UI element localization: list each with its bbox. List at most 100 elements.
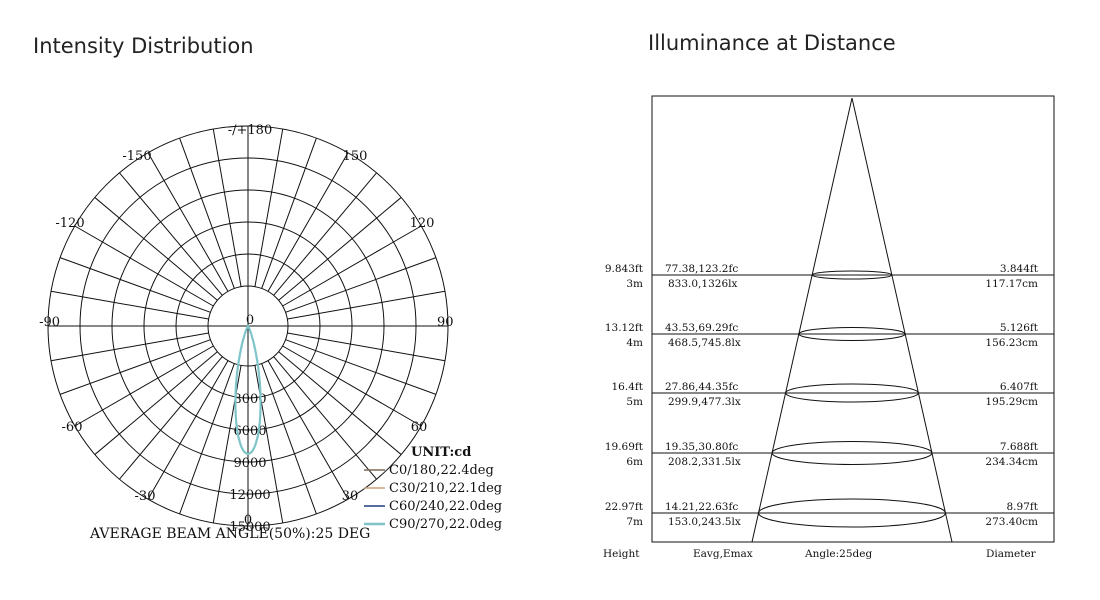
polar-spoke (50, 332, 209, 362)
cone-spot-ellipse (758, 498, 946, 528)
polar-spoke (273, 172, 377, 296)
column-header: Eavg,Emax (693, 548, 753, 560)
row-illuminance-lx: 299.9,477.3lx (668, 396, 741, 408)
row-height-ft: 22.97ft (605, 501, 644, 513)
polar-unit-label: UNIT:cd (411, 445, 471, 460)
cone-spot-ellipse (811, 270, 893, 280)
polar-spoke (94, 197, 218, 301)
polar-spoke (59, 257, 211, 313)
polar-ring (143, 221, 353, 431)
intensity-title: Intensity Distribution (33, 34, 254, 58)
polar-ring (79, 157, 417, 495)
polar-ring (111, 189, 385, 463)
polar-radial-tick-label: 0 (246, 313, 254, 328)
polar-spoke (278, 351, 402, 455)
polar-spoke (119, 172, 223, 296)
row-illuminance-fc: 14.21,22.63fc (665, 501, 738, 513)
polar-angle-label: 90 (437, 315, 454, 330)
cone-edge-left (751, 97, 853, 543)
row-height-m: 5m (626, 396, 643, 408)
row-height-m: 4m (626, 337, 643, 349)
polar-spoke (147, 152, 229, 292)
polar-radial-tick-label: 15000 (229, 520, 270, 535)
row-diameter-ft: 7.688ft (1000, 441, 1039, 453)
row-diameter-ft: 5.126ft (1000, 322, 1039, 334)
polar-radial-tick-label: 3000 (233, 392, 266, 407)
row-height-m: 6m (626, 456, 643, 468)
row-height-m: 3m (626, 278, 643, 290)
polar-angle-label: -150 (122, 149, 151, 164)
polar-angle-label: -30 (135, 489, 156, 504)
column-header: Angle:25deg (804, 548, 872, 560)
row-illuminance-fc: 43.53,69.29fc (665, 322, 738, 334)
polar-spoke (285, 257, 437, 313)
column-header: Diameter (986, 548, 1037, 560)
polar-spoke (282, 225, 422, 307)
polar-footer-beam-angle: AVERAGE BEAM ANGLE(50%):25 DEG (89, 526, 370, 542)
row-diameter-cm: 117.17cm (985, 278, 1038, 290)
polar-angle-label: -90 (39, 315, 60, 330)
polar-angle-label: 0 (244, 513, 252, 528)
polar-spoke (287, 332, 446, 362)
row-height-ft: 19.69ft (605, 441, 644, 453)
polar-angle-label: 30 (342, 489, 359, 504)
row-diameter-cm: 156.23cm (985, 337, 1038, 349)
row-illuminance-lx: 208.2,331.5lx (668, 456, 741, 468)
row-diameter-ft: 3.844ft (1000, 263, 1039, 275)
polar-beam-series (234, 325, 262, 456)
cone-spot-ellipse (771, 441, 933, 465)
cone-spot-ellipse (785, 383, 919, 403)
legend-label: C90/270,22.0deg (389, 517, 502, 532)
polar-spoke (261, 137, 317, 289)
row-illuminance-lx: 153.0,243.5lx (668, 516, 741, 528)
row-height-ft: 9.843ft (605, 263, 644, 275)
polar-spoke (147, 360, 229, 500)
polar-ring (207, 285, 289, 367)
row-height-ft: 13.12ft (605, 322, 644, 334)
polar-spoke (212, 128, 242, 287)
row-diameter-cm: 234.34cm (985, 456, 1038, 468)
polar-radial-tick-label: 12000 (229, 488, 270, 503)
polar-ring (175, 253, 321, 399)
row-height-ft: 16.4ft (612, 381, 644, 393)
polar-angle-label: 150 (343, 149, 368, 164)
polar-spoke (179, 363, 235, 515)
row-diameter-ft: 8.97ft (1007, 501, 1039, 513)
polar-spoke (50, 290, 209, 320)
polar-spoke (267, 360, 349, 500)
row-illuminance-fc: 77.38,123.2fc (665, 263, 738, 275)
polar-angle-label: 60 (411, 420, 428, 435)
polar-spoke (261, 363, 317, 515)
legend-label: C0/180,22.4deg (389, 463, 494, 478)
illuminance-title: Illuminance at Distance (648, 31, 896, 55)
row-diameter-ft: 6.407ft (1000, 381, 1039, 393)
row-illuminance-lx: 833.0,1326lx (668, 278, 737, 290)
polar-spoke (278, 197, 402, 301)
polar-spoke (119, 356, 223, 480)
legend-label: C60/240,22.0deg (389, 499, 502, 514)
column-header: Height (603, 548, 640, 560)
cone-edge-right (851, 97, 953, 543)
legend-label: C30/210,22.1deg (389, 481, 502, 496)
cone-frame (651, 95, 1055, 543)
polar-spoke (287, 290, 446, 320)
polar-spoke (179, 137, 235, 289)
polar-ring (47, 125, 449, 527)
polar-angle-label: -60 (62, 420, 83, 435)
polar-angle-label: 120 (410, 216, 435, 231)
polar-spoke (254, 128, 284, 287)
row-illuminance-lx: 468.5,745.8lx (668, 337, 741, 349)
polar-spoke (74, 345, 214, 427)
polar-spoke (282, 345, 422, 427)
row-illuminance-fc: 27.86,44.35fc (665, 381, 738, 393)
polar-spoke (74, 225, 214, 307)
polar-spoke (59, 339, 211, 395)
row-illuminance-fc: 19.35,30.80fc (665, 441, 738, 453)
polar-spoke (94, 351, 218, 455)
polar-spoke (273, 356, 377, 480)
polar-angle-label: -120 (55, 216, 84, 231)
polar-angle-label: -/+180 (228, 123, 272, 138)
row-height-m: 7m (626, 516, 643, 528)
cone-spot-ellipse (798, 327, 906, 341)
